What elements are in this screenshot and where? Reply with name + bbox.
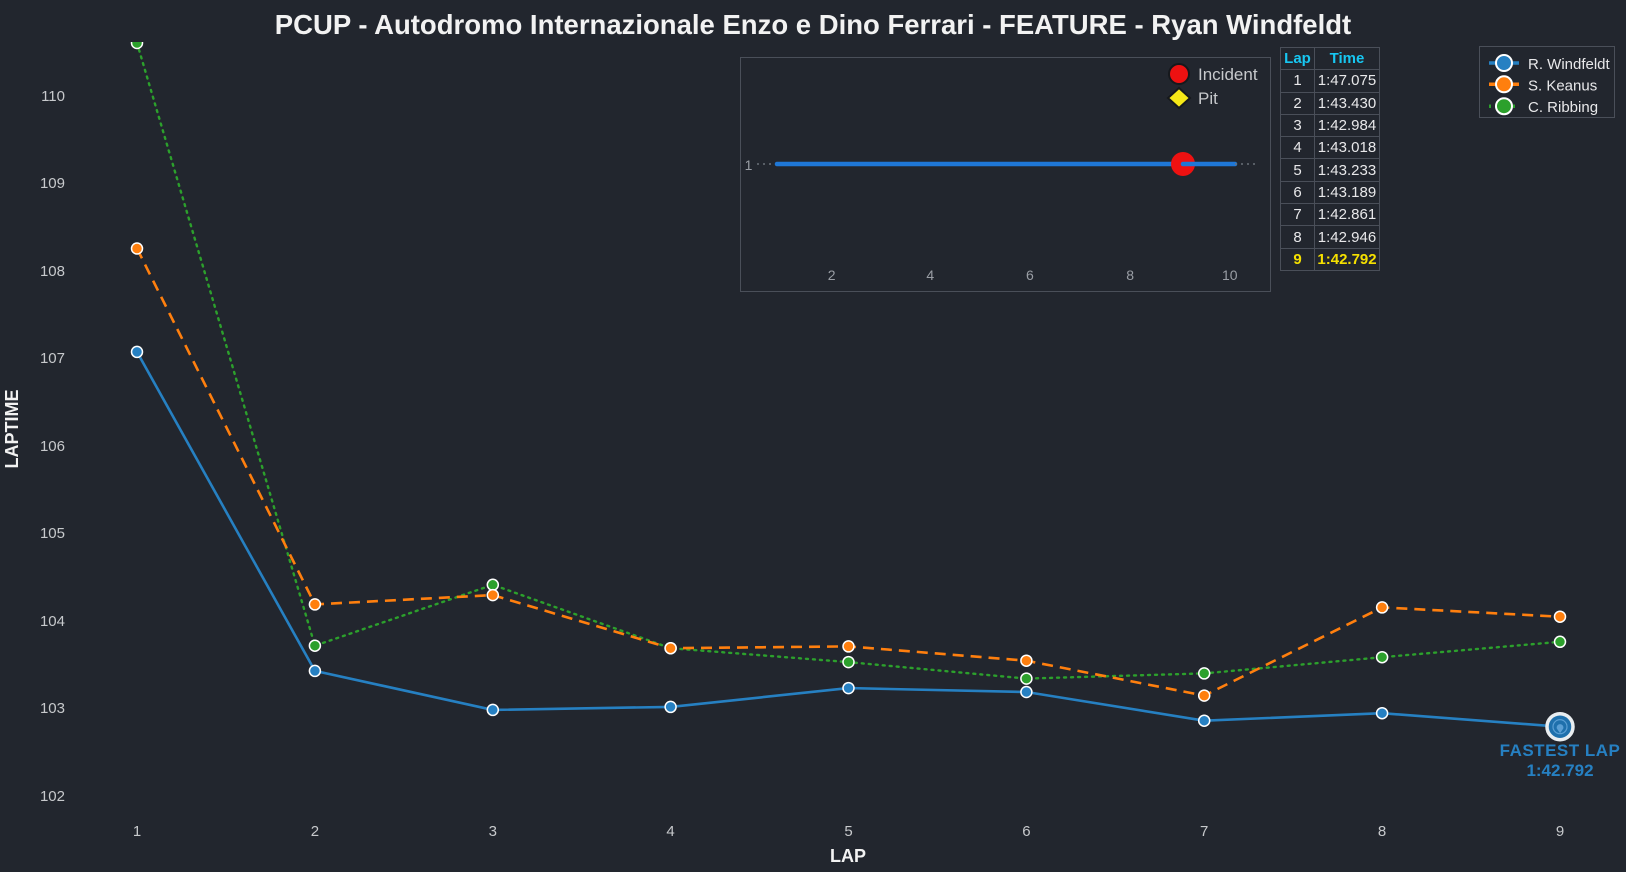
svg-text:S. Keanus: S. Keanus xyxy=(1528,77,1597,94)
svg-text:C. Ribbing: C. Ribbing xyxy=(1528,99,1598,116)
svg-text:R. Windfeldt: R. Windfeldt xyxy=(1528,56,1611,73)
